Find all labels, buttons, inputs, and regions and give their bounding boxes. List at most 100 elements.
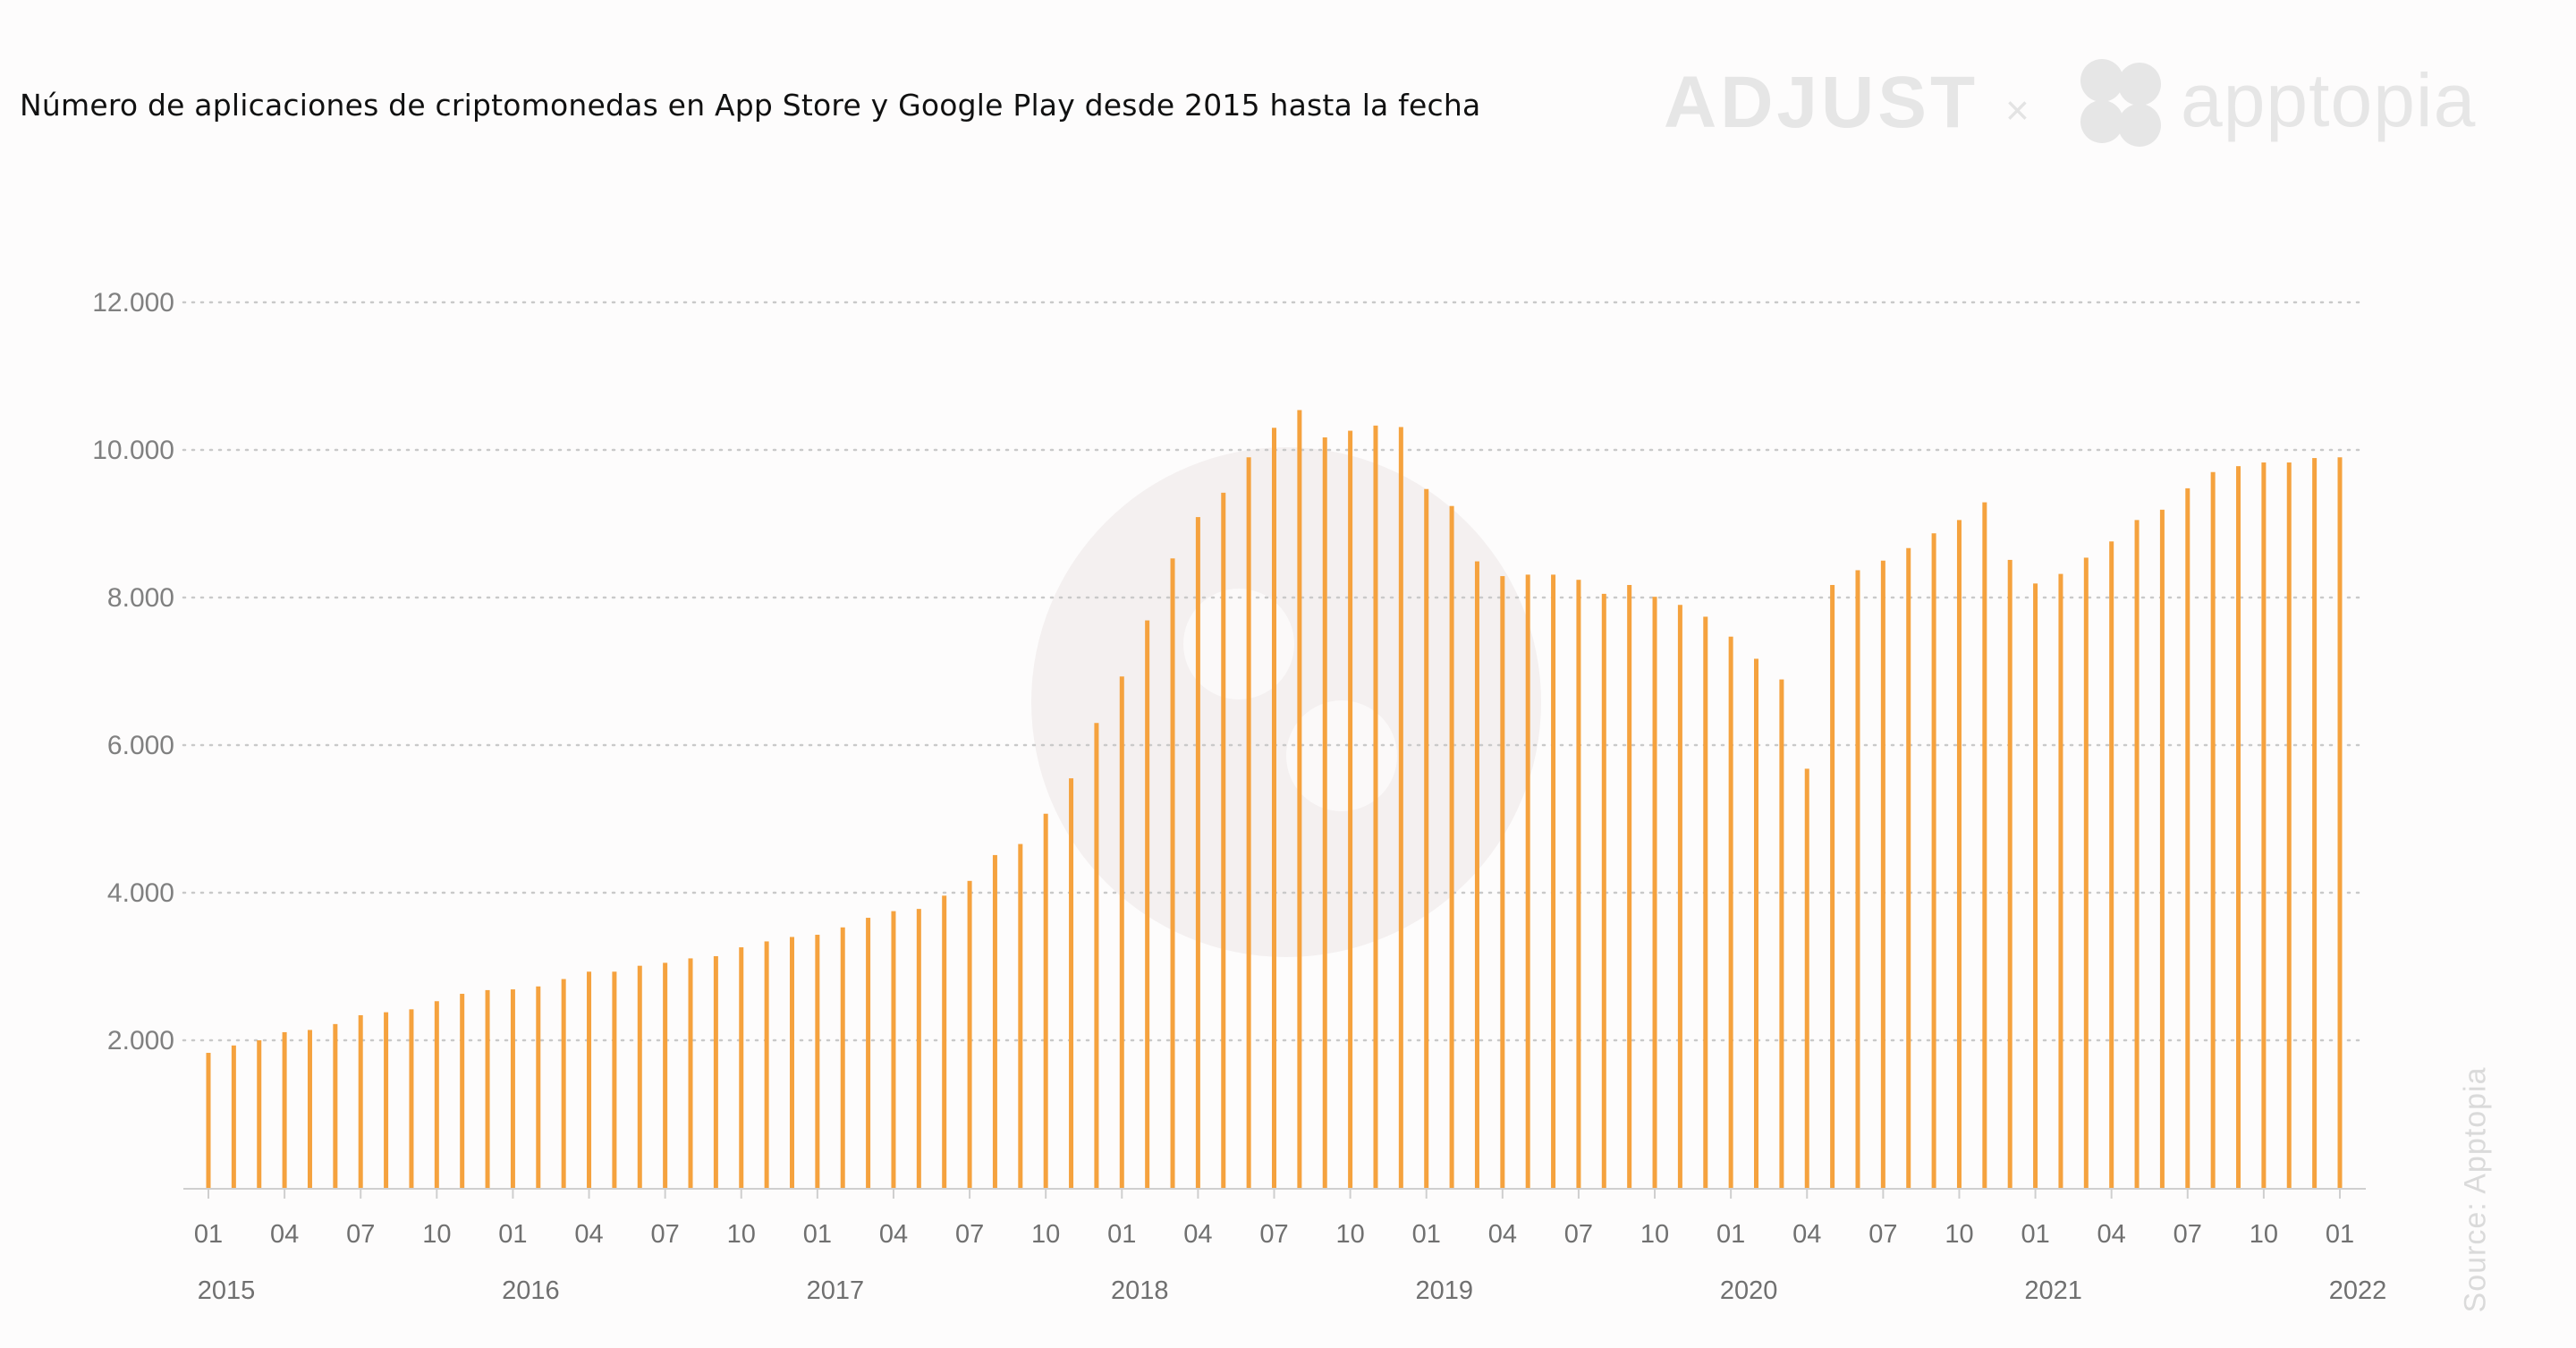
x-axis-ticks: 01 04 07 10 01 04 07 10 01 04 07 10 01 04 07 10 01 04 07 10… xyxy=(194,1190,2354,1249)
bar xyxy=(1221,492,1226,1188)
bar xyxy=(2286,462,2292,1188)
bar xyxy=(1170,558,1175,1188)
bar xyxy=(1728,636,1733,1188)
bar xyxy=(1322,437,1327,1189)
x-tick-label: 01 xyxy=(1412,1220,1441,1249)
bar xyxy=(739,947,744,1188)
bar xyxy=(663,962,668,1188)
bar xyxy=(891,911,896,1188)
x-tick-label: 10 xyxy=(727,1220,756,1249)
x-tick-label: 10 xyxy=(422,1220,451,1249)
bar xyxy=(1272,428,1276,1188)
year-label: 2017 xyxy=(807,1276,865,1305)
bar xyxy=(1627,584,1632,1188)
x-tick-label: 10 xyxy=(1640,1220,1669,1249)
bar xyxy=(612,971,617,1188)
year-label: 2021 xyxy=(2024,1276,2082,1305)
x-tick-label: 07 xyxy=(955,1220,984,1249)
x-tick-label: 10 xyxy=(1031,1220,1060,1249)
x-tick-label: 07 xyxy=(2174,1220,2202,1249)
x-tick-label: 07 xyxy=(1564,1220,1593,1249)
y-tick-label: 4.000 xyxy=(107,878,174,908)
bar xyxy=(2007,559,2012,1188)
x-tick-label: 01 xyxy=(1107,1220,1136,1249)
x-tick-label: 01 xyxy=(2021,1220,2049,1249)
x-tick-label: 07 xyxy=(346,1220,375,1249)
bar xyxy=(1145,620,1150,1188)
bar xyxy=(1982,502,1987,1188)
bar xyxy=(561,979,566,1188)
y-tick-label: 6.000 xyxy=(107,731,174,760)
y-axis-ticks: 2.000 4.000 6.000 8.000 10.000 12.000 xyxy=(92,288,174,1056)
bar xyxy=(2261,462,2267,1188)
bar xyxy=(637,965,642,1188)
y-tick-label: 2.000 xyxy=(107,1026,174,1056)
bar xyxy=(1449,505,1454,1188)
apptopia-logo: apptopia xyxy=(2181,58,2477,142)
y-tick-label: 12.000 xyxy=(92,288,174,318)
bar-series xyxy=(206,410,2343,1189)
chart-title: Número de aplicaciones de criptomonedas … xyxy=(20,88,1481,123)
bar xyxy=(1754,658,1759,1188)
bar xyxy=(916,909,921,1188)
bar xyxy=(2134,520,2140,1188)
x-tick-label: 10 xyxy=(2250,1220,2278,1249)
bar xyxy=(688,958,693,1188)
bar xyxy=(840,927,845,1188)
bar xyxy=(1906,547,1911,1188)
bar xyxy=(2185,487,2190,1188)
bar xyxy=(2159,509,2165,1188)
bar xyxy=(1804,768,1809,1188)
bar xyxy=(2083,557,2089,1188)
adjust-logo: ADJUST xyxy=(1664,62,1979,143)
bar xyxy=(1830,584,1835,1188)
year-labels: 2015 2016 2017 2018 2019 2020 2021 2022 xyxy=(198,1276,2387,1305)
bar xyxy=(1094,723,1099,1188)
bar xyxy=(1956,520,1962,1188)
bar xyxy=(1474,561,1479,1188)
bar xyxy=(282,1031,287,1188)
bar xyxy=(866,918,871,1188)
bar xyxy=(1018,844,1023,1188)
bar xyxy=(536,986,541,1188)
bar xyxy=(409,1009,414,1188)
bar xyxy=(1652,597,1657,1188)
year-label: 2015 xyxy=(198,1276,256,1305)
bar xyxy=(1779,679,1784,1188)
bar xyxy=(257,1040,262,1188)
bar xyxy=(1703,616,1708,1188)
year-label: 2016 xyxy=(502,1276,560,1305)
bar xyxy=(1551,574,1556,1188)
bar xyxy=(1119,676,1124,1188)
watermark-logo xyxy=(1031,447,1541,957)
bar xyxy=(2033,583,2038,1188)
bar xyxy=(1246,457,1251,1188)
x-tick-label: 01 xyxy=(2326,1220,2354,1249)
x-tick-label: 01 xyxy=(1716,1220,1745,1249)
x-tick-label: 07 xyxy=(1868,1220,1897,1249)
bar xyxy=(1855,570,1860,1188)
bar xyxy=(434,1001,439,1188)
bar xyxy=(1373,425,1378,1188)
x-tick-label: 10 xyxy=(1335,1220,1364,1249)
bar xyxy=(1398,427,1403,1188)
bar xyxy=(333,1023,338,1188)
bar xyxy=(307,1030,312,1188)
x-tick-label: 04 xyxy=(1183,1220,1212,1249)
x-tick-label: 04 xyxy=(1488,1220,1517,1249)
x-tick-label: 01 xyxy=(498,1220,527,1249)
bar xyxy=(2337,457,2343,1188)
bar xyxy=(2236,466,2241,1188)
bar xyxy=(1525,574,1530,1188)
y-tick-label: 8.000 xyxy=(107,583,174,613)
x-tick-label: 04 xyxy=(574,1220,603,1249)
year-label: 2018 xyxy=(1111,1276,1169,1305)
logo-separator: × xyxy=(2005,87,2029,133)
bar xyxy=(231,1045,236,1188)
bar xyxy=(1424,488,1429,1188)
x-tick-label: 01 xyxy=(803,1220,832,1249)
bar xyxy=(764,941,769,1188)
bar xyxy=(587,971,592,1188)
